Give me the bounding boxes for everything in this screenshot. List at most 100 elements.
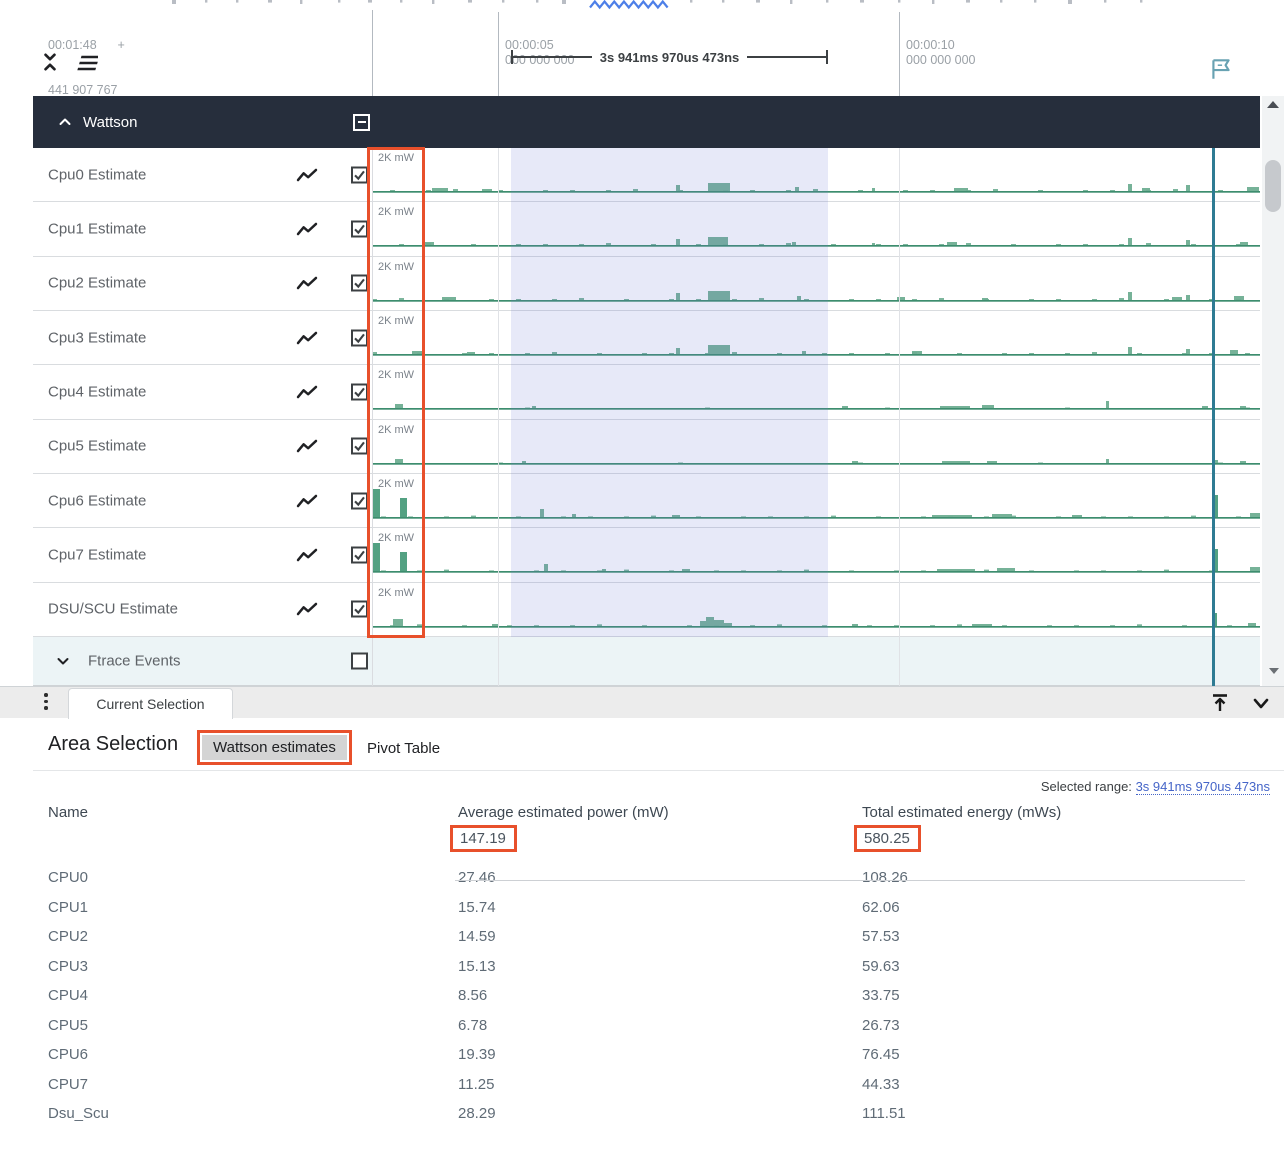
track-label: Cpu0 Estimate <box>48 166 147 184</box>
track-row[interactable]: Cpu1 Estimate 2K mW <box>33 202 1260 257</box>
power-trace-chart[interactable] <box>372 148 1260 202</box>
tab-wattson-estimates[interactable]: Wattson estimates <box>202 735 347 760</box>
track-scale-label: 2K mW <box>378 586 415 599</box>
track-checkbox[interactable] <box>351 437 368 455</box>
table-row[interactable]: CPU7 11.25 44.33 <box>0 1070 1284 1100</box>
power-trace-chart[interactable] <box>372 474 1260 528</box>
check-icon <box>354 550 365 561</box>
table-body: CPU0 27.46 108.26 CPU1 15.74 62.06 CPU2 … <box>0 853 1284 1129</box>
track-checkbox[interactable] <box>351 600 368 618</box>
chevron-down-icon[interactable] <box>55 653 71 669</box>
sort-tracks-icon[interactable] <box>74 54 98 72</box>
ruler-gridline <box>899 12 900 96</box>
cell-name: Dsu_Scu <box>48 1105 109 1123</box>
power-trace-chart[interactable] <box>372 420 1260 474</box>
track-checkbox[interactable] <box>351 492 368 510</box>
cell-name: CPU3 <box>48 957 89 975</box>
line-chart-icon <box>296 222 318 236</box>
cell-total-energy: 26.73 <box>862 1016 900 1034</box>
scrollbar-track[interactable] <box>1262 96 1284 686</box>
track-checkbox[interactable] <box>351 274 368 292</box>
cell-name: CPU7 <box>48 1075 89 1093</box>
scrollbar-up-icon[interactable] <box>1264 97 1282 113</box>
ruler-gridline <box>498 12 499 96</box>
flag-icon[interactable] <box>1208 56 1234 82</box>
track-row[interactable]: Cpu3 Estimate 2K mW <box>33 310 1260 366</box>
power-trace-chart[interactable] <box>372 365 1260 419</box>
group-checkbox-unchecked[interactable] <box>351 652 368 670</box>
track-group-wattson[interactable]: Wattson <box>33 96 1260 148</box>
tab-current-selection[interactable]: Current Selection <box>68 688 233 719</box>
track-scale-label: 2K mW <box>378 532 415 545</box>
table-totals-row: 147.19 580.25 <box>0 825 1284 881</box>
chevron-up-icon[interactable] <box>57 114 73 130</box>
track-group-ftrace[interactable]: Ftrace Events <box>33 637 1260 686</box>
table-row[interactable]: CPU6 19.39 76.45 <box>0 1040 1284 1070</box>
details-tab-bar: Current Selection <box>0 686 1284 719</box>
power-trace-chart[interactable] <box>372 202 1260 256</box>
track-scale-label: 2K mW <box>378 152 415 164</box>
power-trace-chart[interactable] <box>372 257 1260 311</box>
table-row[interactable]: CPU2 14.59 57.53 <box>0 922 1284 952</box>
tab-pivot-table[interactable]: Pivot Table <box>367 740 441 757</box>
check-icon <box>354 604 365 615</box>
selected-range-link[interactable]: 3s 941ms 970us 473ns <box>1135 779 1270 795</box>
track-shell-divider <box>372 148 373 686</box>
cell-avg-power: 19.39 <box>458 1046 496 1064</box>
group-checkbox-indeterminate[interactable] <box>353 113 370 131</box>
track-row[interactable]: Cpu2 Estimate 2K mW <box>33 256 1260 311</box>
annotation-box-wattson-tab: Wattson estimates <box>197 730 352 765</box>
track-row[interactable]: DSU/SCU Estimate 2K mW <box>33 582 1260 637</box>
table-row[interactable]: Dsu_Scu 28.29 111.51 <box>0 1099 1284 1129</box>
expand-panel-up-icon[interactable] <box>1208 691 1232 715</box>
collapse-panel-icon[interactable] <box>1250 694 1272 714</box>
cell-name: CPU5 <box>48 1016 89 1034</box>
check-icon <box>354 496 365 506</box>
table-row[interactable]: CPU4 8.56 33.75 <box>0 981 1284 1011</box>
cell-name: CPU1 <box>48 898 89 916</box>
track-row[interactable]: Cpu6 Estimate 2K mW <box>33 473 1260 529</box>
track-checkbox[interactable] <box>351 329 368 347</box>
track-checkbox[interactable] <box>351 383 368 401</box>
scrollbar-thumb[interactable] <box>1265 160 1281 212</box>
cell-total-energy: 33.75 <box>862 987 900 1005</box>
total-energy-value: 580.25 <box>864 830 910 847</box>
check-icon <box>354 170 365 180</box>
check-icon <box>354 387 365 398</box>
power-trace-chart[interactable] <box>372 528 1260 582</box>
track-row[interactable]: Cpu0 Estimate 2K mW <box>33 148 1260 203</box>
col-name: Name <box>48 803 89 821</box>
track-label: DSU/SCU Estimate <box>48 600 179 618</box>
power-trace-chart[interactable] <box>372 583 1260 637</box>
table-row[interactable]: CPU5 6.78 26.73 <box>0 1011 1284 1041</box>
area-selection-overlay[interactable] <box>511 148 828 637</box>
collapse-tracks-icon[interactable] <box>40 52 60 72</box>
line-chart-icon <box>296 602 318 616</box>
cell-total-energy: 76.45 <box>862 1046 900 1064</box>
cell-avg-power: 15.74 <box>458 898 496 916</box>
check-icon <box>354 441 365 452</box>
track-label: Cpu4 Estimate <box>48 383 147 401</box>
overflow-menu-icon[interactable] <box>44 693 48 710</box>
power-trace-chart[interactable] <box>372 311 1260 365</box>
track-label: Cpu6 Estimate <box>48 492 147 510</box>
table-row[interactable]: CPU0 27.46 108.26 <box>0 863 1284 893</box>
track-checkbox[interactable] <box>351 546 368 564</box>
track-row[interactable]: Cpu5 Estimate 2K mW <box>33 419 1260 474</box>
track-checkbox[interactable] <box>351 220 368 238</box>
track-label: Cpu3 Estimate <box>48 329 147 347</box>
cell-total-energy: 108.26 <box>862 869 908 887</box>
totals-underline <box>455 880 1245 881</box>
track-row[interactable]: Cpu4 Estimate 2K mW <box>33 365 1260 420</box>
timeline-gridline <box>899 148 900 686</box>
divider <box>33 770 1284 771</box>
timeline-gridline <box>498 148 499 686</box>
selection-cursor-line <box>1212 148 1215 686</box>
scrollbar-down-icon[interactable] <box>1266 664 1282 678</box>
table-row[interactable]: CPU1 15.74 62.06 <box>0 893 1284 923</box>
table-row[interactable]: CPU3 15.13 59.63 <box>0 952 1284 982</box>
check-icon <box>354 224 365 235</box>
track-checkbox[interactable] <box>351 166 368 184</box>
tab-label: Current Selection <box>96 696 205 712</box>
cell-total-energy: 59.63 <box>862 957 900 975</box>
